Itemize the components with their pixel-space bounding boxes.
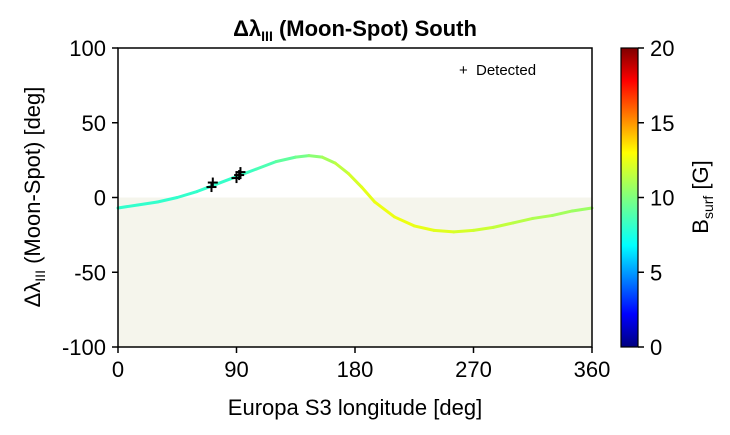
series-segment <box>432 228 456 234</box>
series-segment <box>472 225 495 232</box>
x-axis-ticks: 0 90 180 270 360 <box>112 347 610 382</box>
series-segment <box>294 154 311 159</box>
series-segment <box>491 221 515 229</box>
y-tick-label: -100 <box>62 335 106 360</box>
x-tick-label: 0 <box>112 357 124 382</box>
series-segment <box>373 200 396 219</box>
colorbar-label: Bsurf [G] <box>688 160 716 233</box>
x-tick-label: 270 <box>455 357 492 382</box>
series-segment <box>360 185 377 204</box>
y-axis-label: ΔλIII (Moon-Spot) [deg] <box>20 87 48 308</box>
legend-marker: + <box>459 62 468 79</box>
series-segment <box>393 215 416 228</box>
colorbar-tick-label: 0 <box>650 335 662 360</box>
x-tick-label: 360 <box>574 357 611 382</box>
y-tick-label: 0 <box>94 186 106 211</box>
detected-markers <box>206 167 246 193</box>
series-segment <box>136 200 159 207</box>
legend-label: Detected <box>476 62 536 79</box>
y-tick-label: 100 <box>69 36 106 61</box>
series-segment <box>452 228 475 234</box>
x-axis-label: Europa S3 longitude [deg] <box>228 395 482 420</box>
y-axis-ticks: 100 50 0 -50 -100 <box>62 36 118 360</box>
detected-point <box>206 182 217 193</box>
colorbar-gradient <box>620 47 639 348</box>
chart-title: ΔλIII (Moon-Spot) South <box>233 16 477 44</box>
colorbar-tick-label: 20 <box>650 36 674 61</box>
y-tick-label: 50 <box>82 111 106 136</box>
x-tick-label: 90 <box>224 357 248 382</box>
series-segment <box>116 203 140 210</box>
series-segment <box>570 206 594 213</box>
series-segment <box>320 155 337 165</box>
series-segment <box>307 154 324 159</box>
colorbar: 20 15 10 5 0 Bsurf [G] <box>620 36 716 360</box>
colorbar-ticks: 20 15 10 5 0 <box>638 36 674 360</box>
series-segment <box>346 172 364 189</box>
plot-area <box>116 47 594 348</box>
series-segment <box>531 213 554 220</box>
detected-point <box>207 177 218 188</box>
colorbar-tick-label: 15 <box>650 111 674 136</box>
series-segment <box>333 161 350 176</box>
detected-point <box>235 167 246 178</box>
series-segment <box>511 216 535 225</box>
series-segment <box>551 209 574 217</box>
colorbar-tick-label: 5 <box>650 260 662 285</box>
series-segment <box>156 196 179 204</box>
x-tick-label: 180 <box>337 357 374 382</box>
colorbar-tick-label: 10 <box>650 186 674 211</box>
series-layer <box>116 154 594 234</box>
series-segment <box>274 155 298 164</box>
series-segment <box>412 224 436 232</box>
legend: + Detected <box>459 62 536 79</box>
y-tick-label: -50 <box>74 260 106 285</box>
series-segment <box>254 160 278 171</box>
series-segment <box>175 190 199 199</box>
